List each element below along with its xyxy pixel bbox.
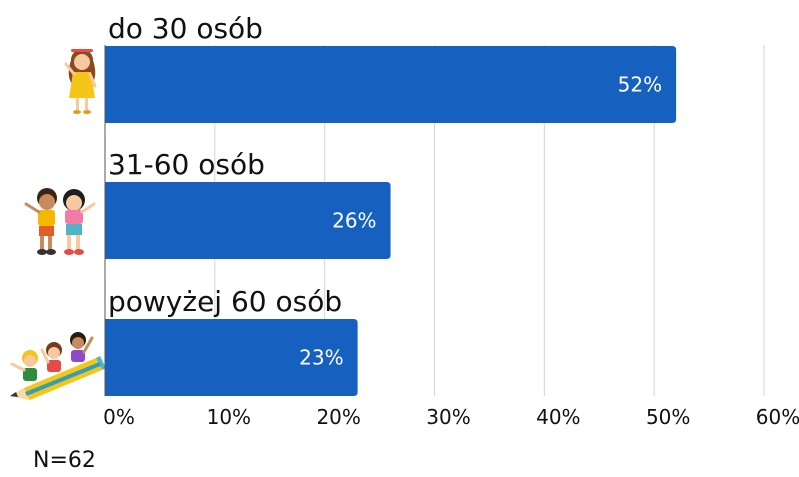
bar-value-label: 52% xyxy=(618,73,662,97)
bars: do 30 osób 52% 31-60 osób 26% powyżej 60 osó… xyxy=(105,12,677,396)
x-tick-label: 50% xyxy=(646,405,690,429)
category-icons xyxy=(10,49,106,400)
x-tick-label: 20% xyxy=(316,405,360,429)
kids-on-pencil-icon xyxy=(10,332,106,400)
x-tick-label: 0% xyxy=(103,405,135,429)
sample-size-note: N=62 xyxy=(33,448,96,473)
bar xyxy=(105,46,677,123)
category-label: do 30 osób xyxy=(108,12,263,45)
x-tick-label: 10% xyxy=(207,405,251,429)
bar-value-label: 26% xyxy=(332,209,376,233)
x-axis-ticks: 0% 10% 20% 30% 40% 50% 60% xyxy=(103,405,799,429)
girl-icon xyxy=(64,49,97,114)
category-label: 31-60 osób xyxy=(108,148,265,181)
x-tick-label: 40% xyxy=(536,405,580,429)
bar xyxy=(105,182,391,259)
x-tick-label: 60% xyxy=(756,405,799,429)
bar xyxy=(105,319,358,396)
two-kids-icon xyxy=(24,188,96,255)
x-tick-label: 30% xyxy=(426,405,470,429)
bar-value-label: 23% xyxy=(299,346,343,370)
category-label: powyżej 60 osób xyxy=(108,285,342,318)
